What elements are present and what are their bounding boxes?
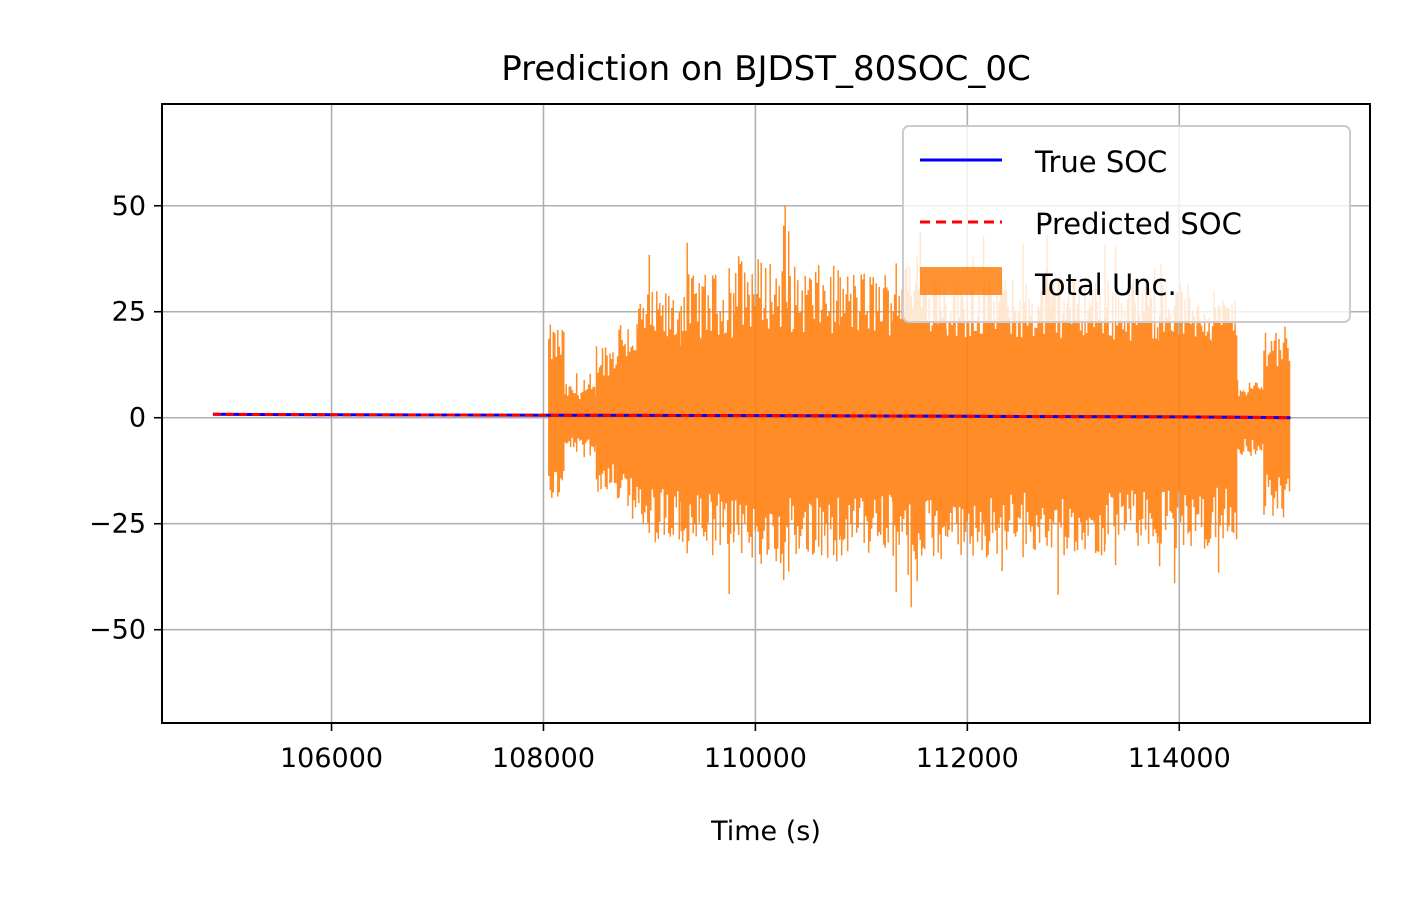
plot-frame (161, 103, 1371, 724)
x-axis-label: Time (s) (710, 816, 821, 847)
y-tick-label: 50 (112, 191, 146, 222)
chart-title: Prediction on BJDST_80SOC_0C (501, 49, 1030, 89)
y-axis: 50 25 0 −25 −50 (89, 191, 162, 646)
series-lines (212, 412, 1291, 420)
legend-total-unc-label: Total Unc. (1034, 268, 1177, 302)
legend-total-unc-swatch (920, 267, 1002, 295)
legend-box (902, 125, 1351, 323)
x-axis: 106000 108000 110000 112000 114000 (280, 723, 1231, 774)
y-tick-label: −50 (89, 615, 146, 646)
y-tick-label: 25 (112, 297, 146, 328)
y-tick-label: −25 (89, 509, 146, 540)
legend-predicted-soc-label: Predicted SOC (1035, 207, 1242, 241)
x-tick-label: 108000 (492, 743, 595, 774)
y-tick-label: 0 (129, 403, 146, 434)
x-tick-label: 110000 (704, 743, 807, 774)
predicted-soc-line (212, 412, 1291, 420)
legend-true-soc-label: True SOC (1034, 145, 1167, 179)
x-tick-label: 106000 (280, 743, 383, 774)
legend: True SOC Predicted SOC Total Unc. (902, 125, 1351, 323)
x-tick-label: 112000 (916, 743, 1019, 774)
x-tick-label: 114000 (1128, 743, 1231, 774)
